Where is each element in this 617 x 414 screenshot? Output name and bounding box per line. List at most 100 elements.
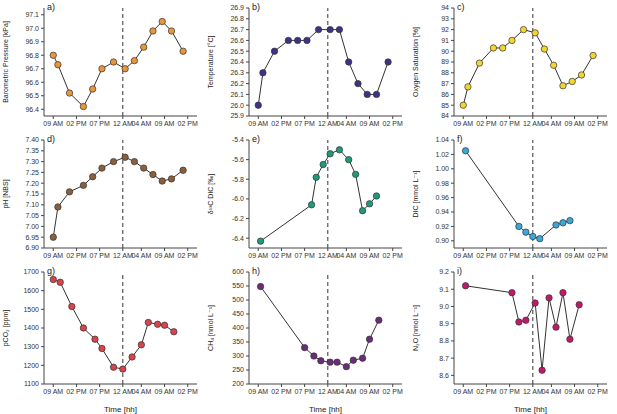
svg-text:0.90: 0.90 [435, 237, 449, 244]
svg-text:09 AM: 09 AM [360, 120, 380, 127]
svg-text:26.5: 26.5 [230, 48, 244, 55]
svg-text:8.9: 8.9 [439, 320, 449, 327]
svg-text:07 PM: 07 PM [90, 252, 110, 259]
svg-text:12 AM: 12 AM [113, 252, 133, 259]
svg-text:7.40: 7.40 [25, 136, 39, 143]
svg-text:500: 500 [232, 296, 244, 303]
svg-text:04 AM: 04 AM [131, 120, 151, 127]
svg-text:02 PM: 02 PM [383, 388, 403, 395]
svg-text:09 AM: 09 AM [453, 252, 473, 259]
svg-text:1.00: 1.00 [435, 165, 449, 172]
svg-text:02 PM: 02 PM [66, 252, 86, 259]
svg-text:250: 250 [232, 366, 244, 373]
svg-text:Barometric Pressure [kPa]: Barometric Pressure [kPa] [8, 21, 10, 103]
svg-text:02 PM: 02 PM [271, 120, 291, 127]
svg-text:94: 94 [441, 4, 449, 11]
svg-text:96.5: 96.5 [25, 92, 39, 99]
svg-text:-5.6: -5.6 [232, 156, 244, 163]
svg-text:7.15: 7.15 [25, 190, 39, 197]
svg-text:400: 400 [232, 324, 244, 331]
svg-text:07 PM: 07 PM [500, 252, 520, 259]
svg-text:CH₄ [nmol L⁻¹]: CH₄ [nmol L⁻¹] [207, 305, 215, 351]
svg-text:07 PM: 07 PM [500, 120, 520, 127]
svg-text:07 PM: 07 PM [90, 120, 110, 127]
svg-text:09 AM: 09 AM [453, 388, 473, 395]
svg-text:26.7: 26.7 [230, 26, 244, 33]
svg-text:300: 300 [232, 352, 244, 359]
svg-text:04 AM: 04 AM [336, 388, 356, 395]
svg-text:7.20: 7.20 [25, 180, 39, 187]
svg-text:04 AM: 04 AM [541, 120, 561, 127]
svg-text:26.8: 26.8 [230, 15, 244, 22]
svg-text:09 AM: 09 AM [43, 120, 63, 127]
svg-text:12 AM: 12 AM [113, 120, 133, 127]
svg-text:96.9: 96.9 [25, 38, 39, 45]
svg-text:96.8: 96.8 [25, 52, 39, 59]
svg-text:04 AM: 04 AM [336, 252, 356, 259]
svg-text:02 PM: 02 PM [383, 252, 403, 259]
svg-text:09 AM: 09 AM [360, 388, 380, 395]
svg-text:450: 450 [232, 310, 244, 317]
svg-text:12 AM: 12 AM [523, 120, 543, 127]
svg-text:04 AM: 04 AM [541, 388, 561, 395]
svg-text:09 AM: 09 AM [565, 388, 585, 395]
svg-text:-5.4: -5.4 [232, 136, 244, 143]
svg-text:1200: 1200 [23, 362, 39, 369]
svg-text:02 PM: 02 PM [66, 120, 86, 127]
svg-text:0.98: 0.98 [435, 180, 449, 187]
svg-text:93: 93 [441, 15, 449, 22]
svg-text:96.6: 96.6 [25, 79, 39, 86]
svg-text:7.30: 7.30 [25, 158, 39, 165]
svg-text:09 AM: 09 AM [248, 252, 268, 259]
svg-text:12 AM: 12 AM [318, 388, 338, 395]
svg-text:9.0: 9.0 [439, 303, 449, 310]
svg-text:09 AM: 09 AM [248, 120, 268, 127]
svg-text:0.94: 0.94 [435, 208, 449, 215]
svg-text:9.2: 9.2 [439, 268, 449, 275]
svg-text:1600: 1600 [23, 287, 39, 294]
svg-text:89: 89 [441, 58, 449, 65]
svg-text:7.25: 7.25 [25, 169, 39, 176]
svg-text:12 AM: 12 AM [318, 252, 338, 259]
svg-text:02 PM: 02 PM [178, 120, 198, 127]
svg-text:Temperature [°C]: Temperature [°C] [207, 35, 215, 88]
svg-text:07 PM: 07 PM [295, 252, 315, 259]
svg-text:02 PM: 02 PM [271, 252, 291, 259]
svg-text:25.9: 25.9 [230, 112, 244, 119]
svg-text:1500: 1500 [23, 306, 39, 313]
svg-text:350: 350 [232, 338, 244, 345]
svg-text:-6.4: -6.4 [232, 235, 244, 242]
svg-text:Time [hh]: Time [hh] [309, 405, 342, 414]
svg-text:26.3: 26.3 [230, 69, 244, 76]
svg-text:pH [NBS]: pH [NBS] [8, 179, 10, 208]
svg-text:1700: 1700 [23, 268, 39, 275]
svg-text:09 AM: 09 AM [43, 388, 63, 395]
svg-text:1300: 1300 [23, 343, 39, 350]
svg-text:02 PM: 02 PM [271, 388, 291, 395]
svg-text:1.04: 1.04 [435, 136, 449, 143]
svg-text:04 AM: 04 AM [131, 388, 151, 395]
svg-text:09 AM: 09 AM [155, 388, 175, 395]
svg-text:02 PM: 02 PM [66, 388, 86, 395]
svg-text:04 AM: 04 AM [131, 252, 151, 259]
svg-text:02 PM: 02 PM [476, 252, 496, 259]
svg-text:87: 87 [441, 80, 449, 87]
svg-text:02 PM: 02 PM [383, 120, 403, 127]
svg-text:Time [hh]: Time [hh] [514, 405, 547, 414]
svg-text:09 AM: 09 AM [565, 252, 585, 259]
svg-text:6.95: 6.95 [25, 234, 39, 241]
svg-text:7.10: 7.10 [25, 201, 39, 208]
svg-text:09 AM: 09 AM [360, 252, 380, 259]
svg-text:96.7: 96.7 [25, 65, 39, 72]
svg-text:07 PM: 07 PM [295, 388, 315, 395]
svg-text:84: 84 [441, 112, 449, 119]
svg-text:-6.2: -6.2 [232, 215, 244, 222]
svg-text:04 AM: 04 AM [541, 252, 561, 259]
svg-text:7.35: 7.35 [25, 147, 39, 154]
svg-text:26.1: 26.1 [230, 91, 244, 98]
svg-text:-5.8: -5.8 [232, 176, 244, 183]
svg-text:8.8: 8.8 [439, 337, 449, 344]
svg-text:02 PM: 02 PM [178, 388, 198, 395]
svg-text:1.02: 1.02 [435, 151, 449, 158]
svg-text:12 AM: 12 AM [318, 120, 338, 127]
